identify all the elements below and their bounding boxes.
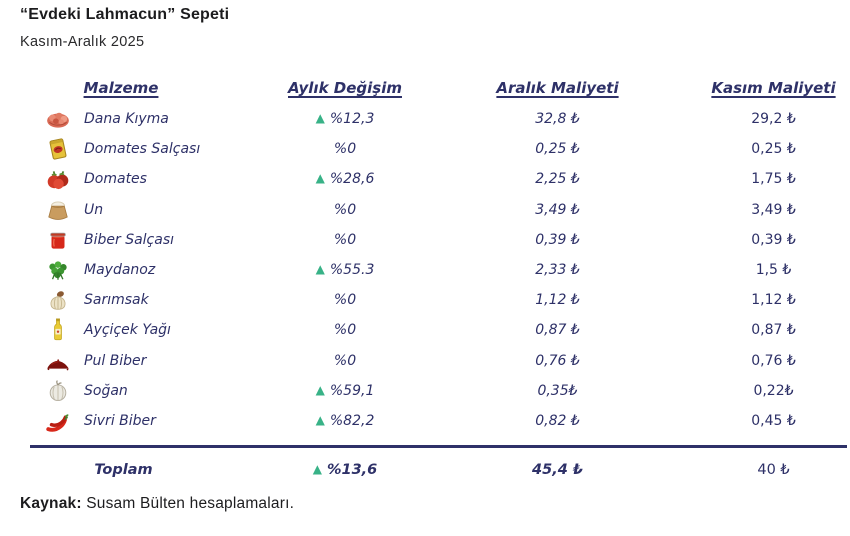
november-cost-value: 0,39 ₺ xyxy=(751,231,796,248)
basket-table: Malzeme Aylık Değişim Aralık Maliyeti Ka… xyxy=(30,72,850,492)
november-cost-value: 0,22₺ xyxy=(753,382,794,399)
december-cost-value: 1,12 ₺ xyxy=(535,292,580,309)
increase-triangle-icon: ▲ xyxy=(315,382,325,397)
table-row: Pul Biber %0 0,76 ₺ 0,76 ₺ xyxy=(40,346,850,376)
column-header-malzeme: Malzeme xyxy=(83,79,159,97)
ingredient-name: Un xyxy=(84,201,104,218)
pepper-paste-jar-icon xyxy=(45,227,71,253)
page-title: “Evdeki Lahmacun” Sepeti xyxy=(20,6,230,23)
table-row: Sarımsak %0 1,12 ₺ 1,12 ₺ xyxy=(40,285,850,315)
december-cost-value: 2,25 ₺ xyxy=(535,171,580,188)
december-cost-value: 0,76 ₺ xyxy=(535,352,580,369)
table-row: Maydanoz ▲ %55.3 2,33 ₺ 1,5 ₺ xyxy=(40,255,850,285)
december-cost-value: 0,25 ₺ xyxy=(535,141,580,158)
source-text: Susam Bülten hesaplamaları. xyxy=(81,495,295,512)
increase-triangle-icon: ▲ xyxy=(312,461,322,476)
monthly-change-value: %12,3 xyxy=(329,111,375,128)
monthly-change-value: %55.3 xyxy=(329,262,375,279)
oil-bottle-icon xyxy=(45,317,71,343)
december-cost-value: 0,87 ₺ xyxy=(535,322,580,339)
chili-pepper-icon xyxy=(45,408,71,434)
ingredient-name: Sarımsak xyxy=(84,292,149,309)
total-label: Toplam xyxy=(94,461,153,478)
november-cost-value: 1,5 ₺ xyxy=(755,262,792,279)
table-row: Sivri Biber ▲ %82,2 0,82 ₺ 0,45 ₺ xyxy=(40,406,850,436)
november-cost-value: 0,45 ₺ xyxy=(751,412,796,429)
column-header-aylik-degisim: Aylık Değişim xyxy=(288,79,402,97)
tomato-paste-packet-icon xyxy=(45,136,71,162)
increase-triangle-icon: ▲ xyxy=(315,111,325,126)
table-row: Soğan ▲ %59,1 0,35₺ 0,22₺ xyxy=(40,376,850,406)
monthly-change-value: %82,2 xyxy=(329,412,375,429)
total-monthly-change-value: %13,6 xyxy=(326,461,378,478)
ground-meat-icon xyxy=(45,106,71,132)
november-cost-value: 0,25 ₺ xyxy=(751,141,796,158)
november-cost-value: 29,2 ₺ xyxy=(751,111,796,128)
table-row: Domates Salçası %0 0,25 ₺ 0,25 ₺ xyxy=(40,134,850,164)
ingredient-name: Biber Salçası xyxy=(84,231,175,248)
chili-flakes-icon xyxy=(45,348,71,374)
monthly-change-value: %28,6 xyxy=(329,171,375,188)
increase-triangle-icon: ▲ xyxy=(315,412,325,427)
december-cost-value: 32,8 ₺ xyxy=(535,111,580,128)
table-row: Biber Salçası %0 0,39 ₺ 0,39 ₺ xyxy=(40,225,850,255)
column-header-aralik-maliyeti: Aralık Maliyeti xyxy=(496,79,619,97)
total-divider-line xyxy=(30,445,847,448)
flour-sack-icon xyxy=(45,197,71,223)
december-cost-value: 0,82 ₺ xyxy=(535,412,580,429)
november-cost-value: 1,12 ₺ xyxy=(751,292,796,309)
source-note: Kaynak: Susam Bülten hesaplamaları. xyxy=(20,495,294,513)
monthly-change-value: %0 xyxy=(333,292,357,309)
december-cost-value: 2,33 ₺ xyxy=(535,262,580,279)
total-november-cost-value: 40 ₺ xyxy=(757,461,790,478)
date-range-subtitle: Kasım-Aralık 2025 xyxy=(20,34,145,50)
ingredient-name: Ayçiçek Yağı xyxy=(84,322,171,339)
december-cost-value: 3,49 ₺ xyxy=(535,201,580,218)
onion-icon xyxy=(45,378,71,404)
table-row: Dana Kıyma ▲ %12,3 32,8 ₺ 29,2 ₺ xyxy=(40,104,850,134)
tomato-icon xyxy=(45,166,71,192)
parsley-icon xyxy=(45,257,71,283)
november-cost-value: 0,76 ₺ xyxy=(751,352,796,369)
increase-triangle-icon: ▲ xyxy=(315,171,325,186)
table-row: Un %0 3,49 ₺ 3,49 ₺ xyxy=(40,195,850,225)
table-row: Domates ▲ %28,6 2,25 ₺ 1,75 ₺ xyxy=(40,164,850,194)
november-cost-value: 0,87 ₺ xyxy=(751,322,796,339)
monthly-change-value: %0 xyxy=(333,231,357,248)
november-cost-value: 3,49 ₺ xyxy=(751,201,796,218)
december-cost-value: 0,39 ₺ xyxy=(535,231,580,248)
monthly-change-value: %0 xyxy=(333,141,357,158)
increase-triangle-icon: ▲ xyxy=(315,262,325,277)
ingredient-name: Pul Biber xyxy=(84,352,147,369)
ingredient-name: Domates Salçası xyxy=(84,141,201,158)
column-header-kasim-maliyeti: Kasım Maliyeti xyxy=(711,79,836,97)
total-row: Toplam ▲ %13,6 45,4 ₺ 40 ₺ xyxy=(40,448,850,492)
table-header-row: Malzeme Aylık Değişim Aralık Maliyeti Ka… xyxy=(40,72,850,104)
table-body: Dana Kıyma ▲ %12,3 32,8 ₺ 29,2 ₺ Domates … xyxy=(40,104,850,436)
ingredient-name: Dana Kıyma xyxy=(84,111,169,128)
monthly-change-value: %59,1 xyxy=(329,382,375,399)
source-label: Kaynak: xyxy=(20,495,82,512)
november-cost-value: 1,75 ₺ xyxy=(751,171,796,188)
garlic-icon xyxy=(45,287,71,313)
ingredient-name: Sivri Biber xyxy=(84,412,156,429)
monthly-change-value: %0 xyxy=(333,322,357,339)
ingredient-name: Domates xyxy=(84,171,147,188)
total-december-cost-value: 45,4 ₺ xyxy=(532,461,583,478)
table-row: Ayçiçek Yağı %0 0,87 ₺ 0,87 ₺ xyxy=(40,315,850,345)
monthly-change-value: %0 xyxy=(333,352,357,369)
ingredient-name: Maydanoz xyxy=(84,262,156,279)
december-cost-value: 0,35₺ xyxy=(537,382,578,399)
monthly-change-value: %0 xyxy=(333,201,357,218)
ingredient-name: Soğan xyxy=(84,382,128,399)
